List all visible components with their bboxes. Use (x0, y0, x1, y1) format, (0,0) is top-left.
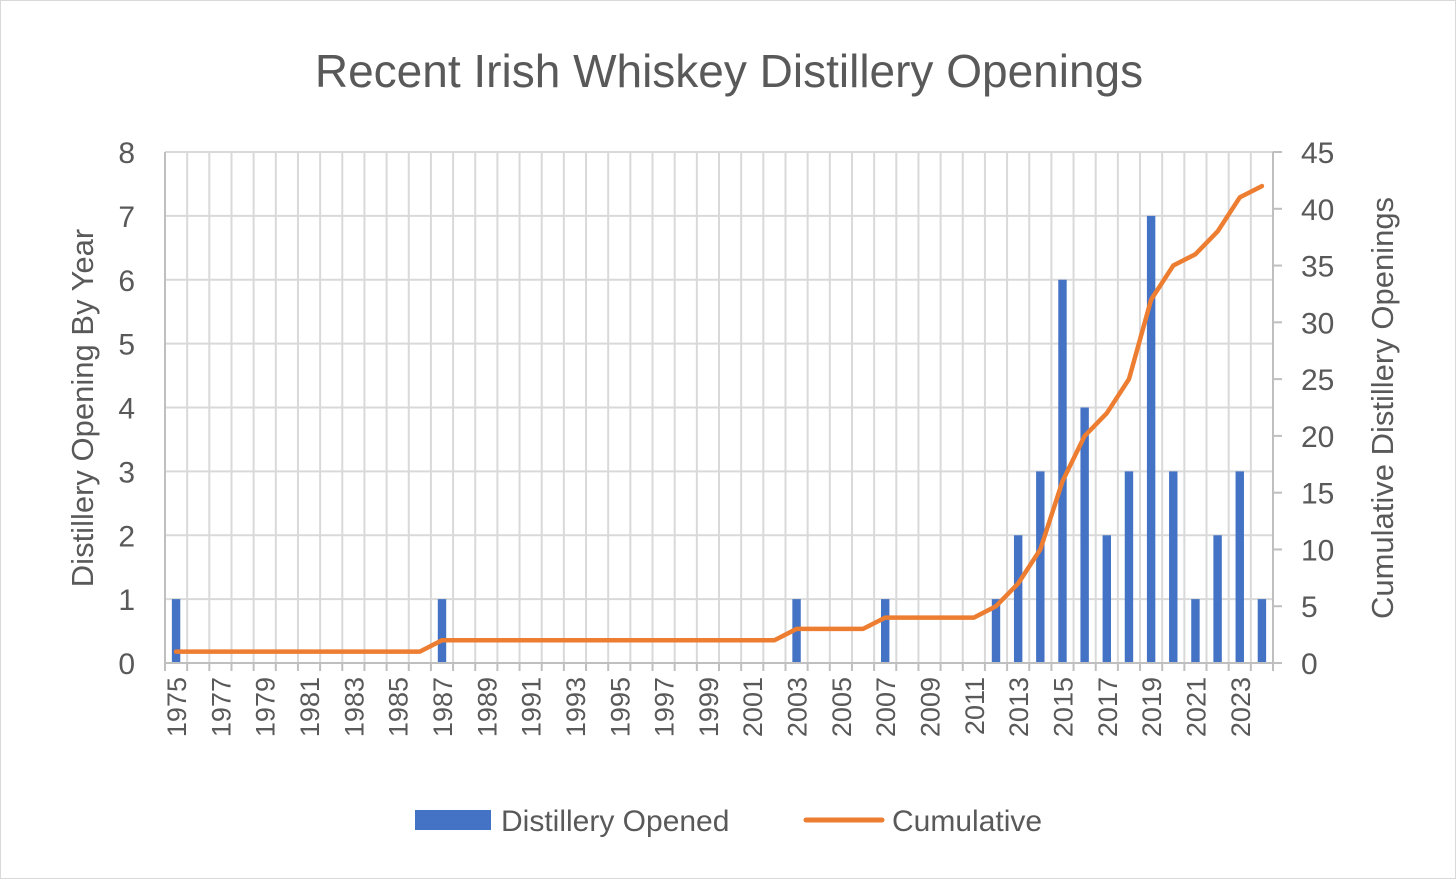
x-tick-label: 1993 (561, 677, 591, 737)
bar (991, 599, 1001, 663)
x-tick-label: 1999 (694, 677, 724, 737)
bar (1124, 471, 1134, 663)
legend-label: Distillery Opened (501, 805, 729, 838)
bar (1169, 471, 1178, 663)
y2-tick-label: 15 (1301, 478, 1334, 511)
bar (437, 599, 447, 663)
y2-tick-label: 20 (1301, 421, 1334, 454)
y2-tick-label: 35 (1301, 251, 1334, 284)
x-tick-label: 1987 (428, 677, 458, 737)
x-tick-label: 1995 (605, 677, 635, 737)
y-tick-label: 8 (118, 137, 135, 170)
x-tick-label: 2003 (783, 677, 813, 737)
legend: Distillery Opened Cumulative (415, 805, 1042, 838)
x-tick-label: 2017 (1093, 677, 1123, 737)
y2-tick-label: 30 (1301, 307, 1334, 340)
y-tick-label: 3 (118, 456, 135, 489)
bar (1213, 535, 1222, 663)
x-tick-label: 2013 (1004, 677, 1034, 737)
x-tick-label: 1981 (295, 677, 325, 737)
y-tick-label: 7 (118, 201, 135, 234)
chart-title: Recent Irish Whiskey Distillery Openings (315, 45, 1143, 97)
y2-tick-label: 25 (1301, 364, 1334, 397)
x-tick-label: 2005 (827, 677, 857, 737)
bar (1102, 535, 1112, 663)
y-tick-label: 5 (118, 329, 135, 362)
y-tick-label: 1 (118, 584, 135, 617)
x-tick-label: 1997 (650, 677, 680, 737)
bar (1191, 599, 1200, 663)
x-tick-label: 1977 (206, 677, 236, 737)
x-tick-label: 2023 (1226, 677, 1256, 737)
y2-tick-label: 40 (1301, 194, 1334, 227)
bar (1257, 599, 1267, 663)
x-tick-label: 2019 (1137, 677, 1167, 737)
x-tick-label: 2007 (871, 677, 901, 737)
x-tick-label: 1989 (472, 677, 502, 737)
y2-tick-label: 5 (1301, 591, 1318, 624)
y2-axis-label: Cumulative Distillery Openings (1365, 197, 1400, 619)
y2-tick-label: 0 (1301, 648, 1318, 681)
y2-tick-label: 10 (1301, 534, 1334, 567)
y-tick-label: 4 (118, 393, 135, 426)
bar (1146, 215, 1156, 663)
x-tick-label: 1975 (162, 677, 192, 737)
y2-tick-label: 45 (1301, 137, 1334, 170)
cumulative-line (173, 183, 1265, 654)
bar (1080, 407, 1089, 663)
legend-swatch-bar (415, 810, 491, 830)
x-tick-label: 1979 (251, 677, 281, 737)
x-tick-label: 2015 (1048, 677, 1078, 737)
gridlines (164, 151, 1274, 663)
x-tick-label: 2001 (738, 677, 768, 737)
y-axis-label: Distillery Opening By Year (65, 229, 100, 587)
x-tick-label: 1985 (384, 677, 414, 737)
bar (880, 599, 890, 663)
legend-label: Cumulative (892, 805, 1042, 838)
x-tick-label: 1991 (517, 677, 547, 737)
x-tick-label: 2009 (916, 677, 946, 737)
bar (1036, 471, 1045, 663)
x-tick-label: 2021 (1181, 677, 1211, 737)
bar (171, 599, 181, 663)
x-tick-label: 1983 (339, 677, 369, 737)
bar (1235, 471, 1244, 663)
bar (1013, 535, 1023, 663)
x-tick-label: 2011 (960, 677, 990, 735)
y-tick-label: 0 (118, 648, 135, 681)
bar (1058, 279, 1067, 663)
line-series (173, 183, 1265, 654)
y-tick-label: 6 (118, 265, 135, 298)
y-tick-label: 2 (118, 520, 135, 553)
